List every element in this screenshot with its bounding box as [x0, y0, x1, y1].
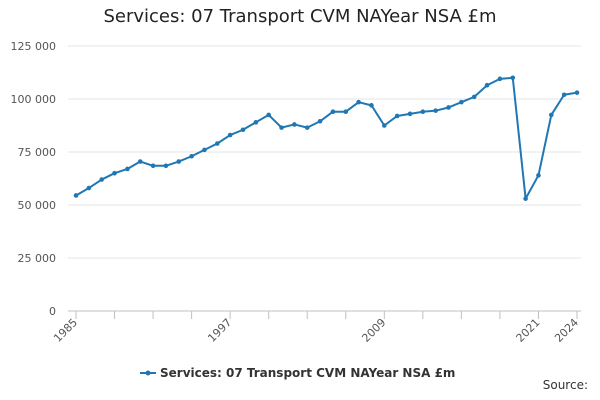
data-point[interactable]: [497, 76, 503, 82]
chart-title: Services: 07 Transport CVM NAYear NSA £m: [103, 6, 497, 27]
data-point[interactable]: [99, 177, 104, 182]
data-point[interactable]: [292, 122, 297, 127]
data-point[interactable]: [484, 82, 490, 88]
data-point[interactable]: [202, 147, 207, 153]
data-point[interactable]: [459, 99, 464, 105]
y-tick-label: 25 000: [18, 252, 57, 265]
data-point[interactable]: [356, 99, 361, 105]
legend-label[interactable]: Services: 07 Transport CVM NAYear NSA £m: [160, 366, 455, 380]
y-tick-label: 0: [49, 305, 56, 318]
x-tick-label: 2024: [552, 316, 581, 345]
data-point[interactable]: [343, 109, 349, 115]
data-point[interactable]: [163, 163, 169, 169]
data-point[interactable]: [446, 105, 451, 110]
data-point[interactable]: [536, 173, 541, 178]
series-layer: [73, 75, 580, 201]
data-point[interactable]: [137, 159, 143, 164]
data-point[interactable]: [253, 120, 259, 125]
x-tick-label: 2021: [514, 316, 543, 345]
y-tick-label: 50 000: [18, 199, 57, 212]
source-label: Source:: [542, 378, 588, 392]
data-point[interactable]: [317, 118, 323, 124]
axis-layer: 0 25 000 50 000 75 000 100 000 125 000 1985 199…: [11, 40, 582, 345]
data-point[interactable]: [420, 109, 426, 115]
data-point[interactable]: [574, 90, 580, 95]
data-point[interactable]: [382, 123, 387, 128]
data-point[interactable]: [189, 153, 194, 159]
data-point[interactable]: [471, 94, 477, 100]
x-tick-label: 1985: [51, 316, 80, 345]
data-point[interactable]: [330, 109, 336, 115]
data-point[interactable]: [86, 185, 92, 191]
data-point[interactable]: [150, 163, 156, 169]
y-tick-label: 100 000: [11, 93, 57, 106]
legend[interactable]: Services: 07 Transport CVM NAYear NSA £m: [140, 366, 455, 380]
data-point[interactable]: [279, 125, 284, 130]
data-point[interactable]: [510, 75, 516, 81]
legend-point-marker: [145, 370, 151, 376]
data-point[interactable]: [73, 193, 79, 198]
data-point[interactable]: [125, 166, 130, 172]
y-tick-label: 75 000: [18, 146, 57, 159]
data-point[interactable]: [433, 108, 438, 113]
data-point[interactable]: [549, 112, 554, 118]
grid-layer: [68, 45, 581, 259]
data-point[interactable]: [215, 141, 220, 146]
data-point[interactable]: [227, 132, 233, 138]
data-point[interactable]: [407, 111, 413, 117]
data-point[interactable]: [394, 113, 400, 119]
data-point[interactable]: [523, 196, 528, 201]
data-point[interactable]: [266, 112, 271, 118]
data-point[interactable]: [369, 103, 374, 108]
data-point[interactable]: [176, 159, 182, 164]
x-tick-label: 1997: [205, 316, 234, 345]
data-point[interactable]: [304, 125, 310, 130]
series-line: [75, 76, 578, 200]
y-tick-label: 125 000: [11, 40, 57, 53]
data-point[interactable]: [561, 92, 567, 98]
data-point[interactable]: [112, 170, 117, 176]
data-point[interactable]: [240, 127, 246, 133]
x-tick-label: 2009: [359, 316, 388, 345]
